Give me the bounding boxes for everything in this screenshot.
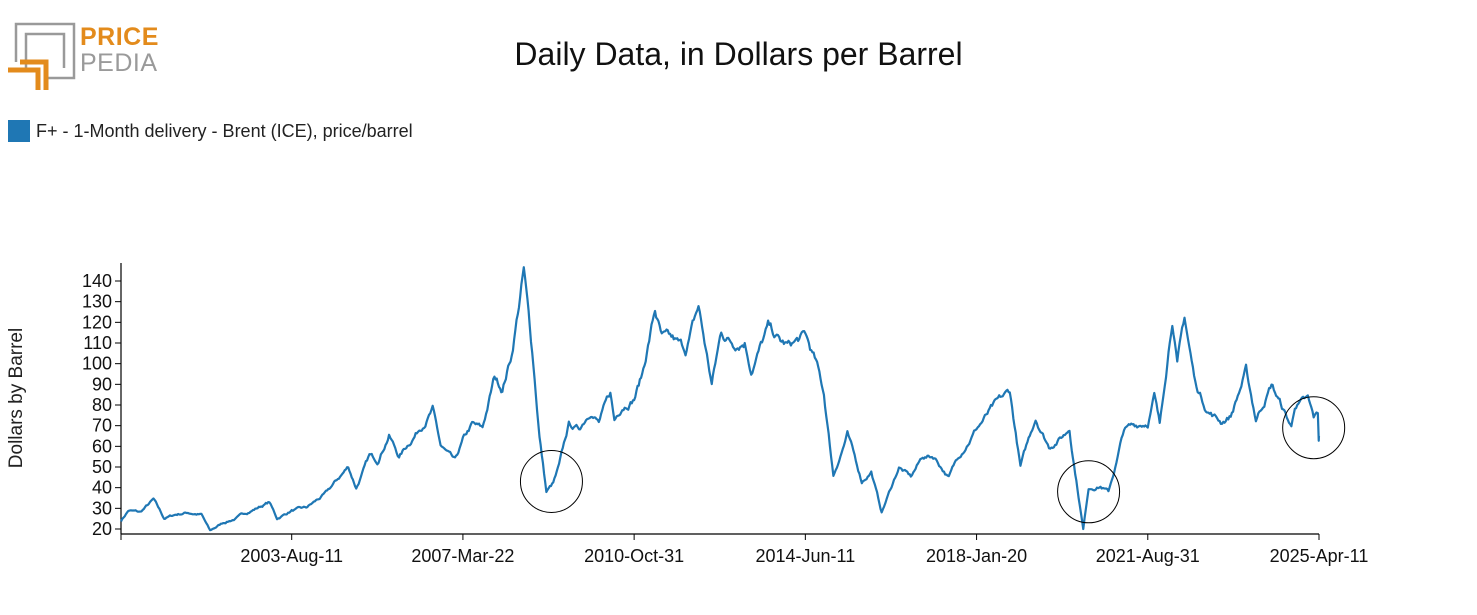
- y-tick-label: 100: [82, 354, 112, 374]
- pricepedia-logo: PRICE PEDIA: [8, 22, 168, 94]
- y-tick-label: 70: [92, 416, 112, 436]
- annotations: [519, 396, 1346, 524]
- x-tick-label: 2014-Jun-11: [755, 546, 855, 566]
- x-tick-label: 2003-Aug-11: [240, 546, 343, 566]
- y-axis-label: Dollars by Barrel: [6, 328, 27, 468]
- y-tick-label: 120: [82, 312, 112, 332]
- legend-swatch: [8, 120, 30, 142]
- logo-text-pedia: PEDIA: [80, 49, 158, 77]
- chart-title: Daily Data, in Dollars per Barrel: [514, 36, 963, 72]
- logo-text-price: PRICE: [80, 23, 159, 51]
- annotation-circle: [1057, 460, 1121, 524]
- x-tick-label: 2021-Aug-31: [1096, 546, 1200, 566]
- annotation-circle: [519, 449, 583, 513]
- y-tick-label: 90: [92, 374, 112, 394]
- legend[interactable]: F+ - 1-Month delivery - Brent (ICE), pri…: [8, 120, 413, 142]
- y-tick-label: 80: [92, 395, 112, 415]
- y-tick-label: 130: [82, 292, 112, 312]
- x-tick-label: 2018-Jan-20: [926, 546, 1027, 566]
- x-tick-label: 2010-Oct-31: [584, 546, 684, 566]
- legend-label: F+ - 1-Month delivery - Brent (ICE), pri…: [36, 120, 413, 141]
- annotation-circle: [1282, 396, 1346, 460]
- x-tick-label: 2007-Mar-22: [411, 546, 514, 566]
- y-tick-label: 50: [92, 457, 112, 477]
- logo-mark-icon: [8, 22, 76, 90]
- x-axis: 2003-Aug-11 2007-Mar-22 2010-Oct-31 2014-Ju…: [120, 533, 1369, 566]
- x-tick-label: 2025-Apr-11: [1270, 546, 1369, 566]
- y-tick-label: 140: [82, 271, 112, 291]
- plot-area: [120, 266, 1321, 532]
- y-tick-label: 30: [92, 498, 112, 518]
- y-tick-label: 20: [92, 519, 112, 539]
- y-tick-label: 60: [92, 436, 112, 456]
- y-tick-label: 40: [92, 478, 112, 498]
- y-tick-label: 110: [83, 333, 112, 353]
- series-line: [120, 266, 1321, 532]
